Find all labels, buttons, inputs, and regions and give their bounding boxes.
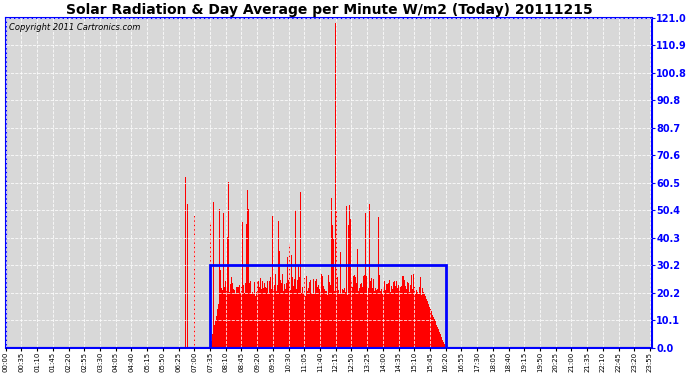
- Title: Solar Radiation & Day Average per Minute W/m2 (Today) 20111215: Solar Radiation & Day Average per Minute…: [66, 3, 592, 17]
- Text: Copyright 2011 Cartronics.com: Copyright 2011 Cartronics.com: [9, 23, 140, 32]
- Bar: [210, 266, 446, 348]
